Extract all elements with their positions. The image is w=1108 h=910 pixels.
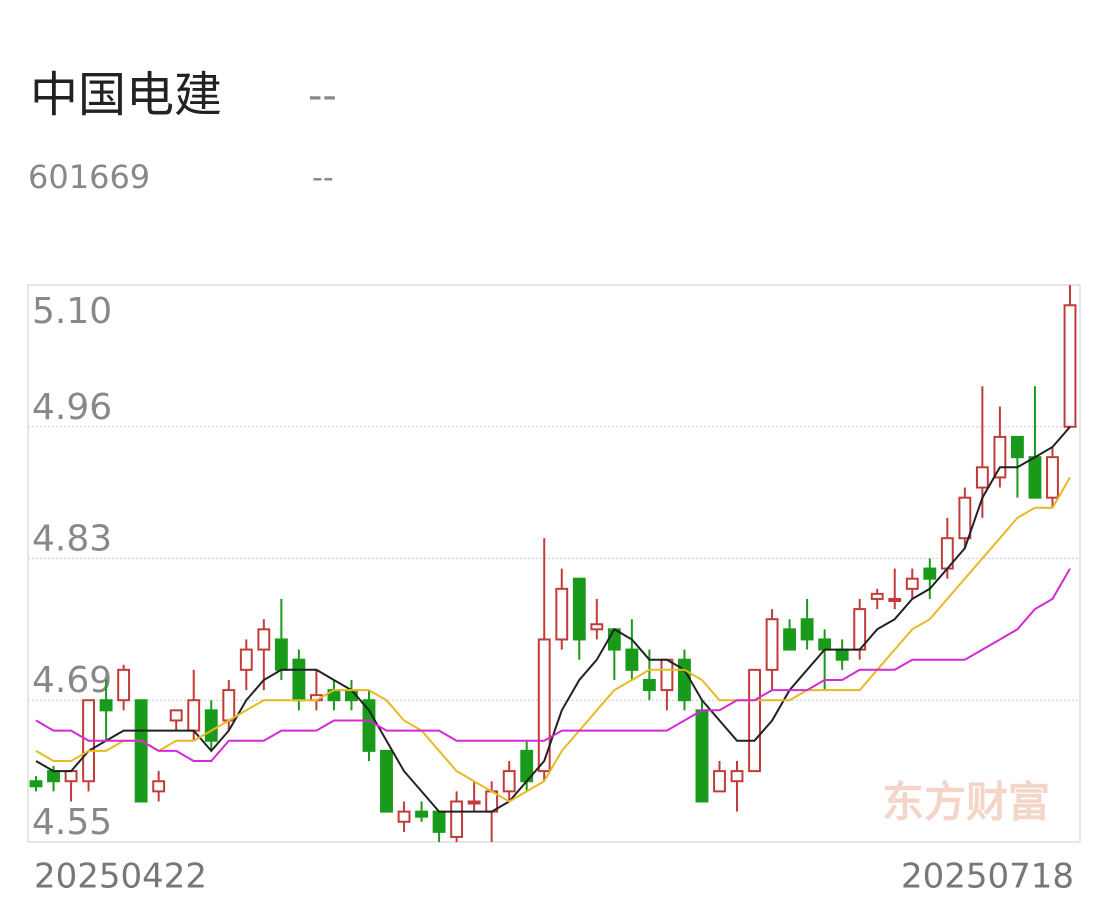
candle-body (257, 628, 271, 651)
candle-body (1063, 304, 1077, 428)
candle-body (975, 466, 989, 489)
y-tick-label: 5.10 (32, 291, 112, 332)
watermark: 东方财富 (882, 778, 1050, 827)
candle-body (450, 800, 464, 838)
x-end-label: 20250718 (901, 857, 1074, 897)
stock-change: -- (312, 161, 334, 196)
candle-body (713, 770, 726, 793)
candle-body (292, 658, 306, 702)
candle-body (47, 770, 60, 783)
stock-price: -- (308, 73, 337, 119)
candle-body (590, 623, 604, 631)
candle-body (380, 749, 393, 813)
candle-body (730, 770, 744, 783)
candle-body (187, 699, 201, 732)
candle-body (783, 628, 797, 651)
candle-body (29, 780, 43, 788)
candle-body (660, 658, 674, 692)
candle-body (800, 618, 814, 641)
candle-body (222, 689, 236, 722)
ma-line (35, 568, 1071, 762)
y-tick-label: 4.83 (32, 518, 112, 559)
y-tick-label: 4.96 (32, 387, 112, 428)
candle-body (905, 577, 919, 590)
candle-body (835, 648, 849, 661)
candle-body (625, 648, 639, 671)
stock-code: 601669 (28, 158, 150, 196)
ma-line (35, 476, 1071, 803)
y-tick-label: 4.69 (32, 660, 112, 701)
candle-body (888, 597, 902, 602)
candle-body (1046, 456, 1059, 499)
y-tick-label: 4.55 (32, 802, 112, 843)
candle-body (870, 592, 884, 600)
candle-body (958, 496, 972, 540)
candle-body (152, 780, 166, 793)
candle-body (117, 668, 131, 702)
candle-body (765, 618, 779, 671)
candle-body (993, 435, 1007, 479)
candle-body (502, 770, 516, 793)
candle-body (274, 638, 288, 671)
candle-body (853, 608, 867, 651)
stock-name: 中国电建 (30, 67, 222, 123)
candle-body (678, 658, 691, 702)
candle-body (572, 577, 586, 641)
candle-body (99, 699, 113, 712)
candle-body (642, 678, 656, 692)
candle-body (555, 587, 569, 641)
candle-body (415, 810, 428, 818)
candle-body (362, 699, 376, 752)
candle-body (239, 648, 253, 671)
candle-body (204, 709, 218, 742)
candle-body (134, 699, 148, 803)
candle-body (432, 810, 446, 833)
plot-frame (27, 284, 1081, 843)
x-start-label: 20250422 (34, 857, 207, 897)
candle-body (923, 567, 937, 580)
candle-body (818, 638, 832, 651)
candle-body (537, 638, 551, 773)
candle-body (748, 668, 761, 773)
candle-body (1010, 435, 1024, 459)
candle-body (169, 709, 183, 722)
candle-body (467, 800, 481, 805)
candle-body (695, 709, 709, 803)
ma-line (35, 426, 1071, 813)
candle-body (397, 810, 411, 823)
candle-body (1028, 456, 1042, 499)
candle-body (64, 770, 78, 783)
